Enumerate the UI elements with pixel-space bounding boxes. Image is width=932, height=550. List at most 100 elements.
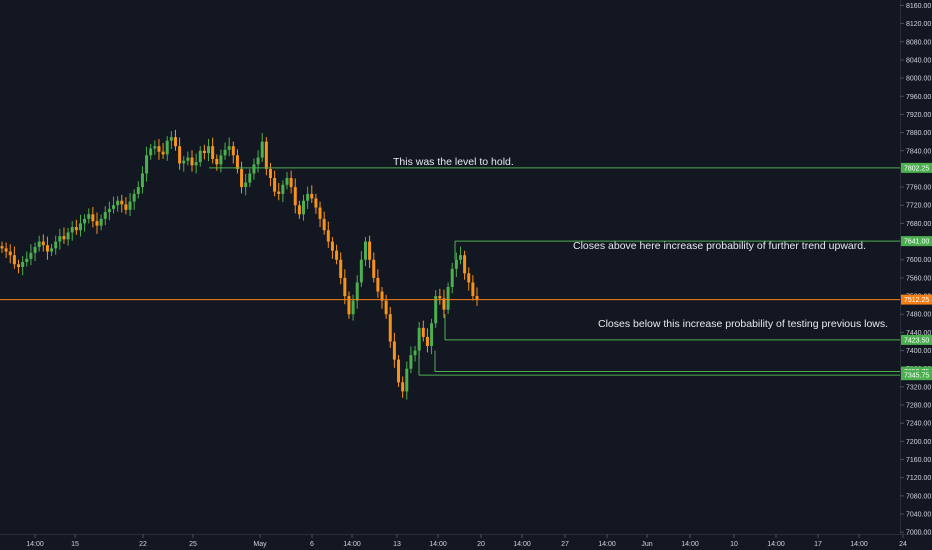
level-price-badge-label: 7802.25 — [904, 165, 929, 172]
candle-body — [240, 168, 244, 188]
time-tick-label: 14:00 — [598, 541, 616, 548]
candle-body — [149, 148, 153, 156]
candle-body — [215, 158, 219, 165]
candle-body — [41, 241, 45, 246]
time-tick-label: 22 — [139, 541, 147, 548]
time-tick-label: 15 — [71, 541, 79, 548]
time-tick-label: 6 — [310, 541, 314, 548]
candle-body — [169, 137, 173, 141]
candle-body — [297, 205, 301, 215]
candle-body — [87, 214, 91, 219]
price-tick-label: 7200.00 — [906, 439, 931, 446]
candle-body — [281, 184, 285, 194]
candle-body — [12, 255, 16, 265]
time-tick-label: 25 — [189, 541, 197, 548]
price-tick-label: 8000.00 — [906, 76, 931, 83]
candle-body — [99, 218, 103, 226]
level-price-badges: 7802.257641.007512.257423.507353.757345.… — [901, 162, 932, 381]
candle-body — [471, 282, 475, 297]
candle-body — [194, 162, 198, 166]
candle-body — [21, 262, 25, 267]
candle-body — [355, 282, 359, 301]
candle-body — [388, 314, 392, 342]
time-tick-label: 24 — [899, 541, 907, 548]
candle-body — [83, 218, 87, 224]
candle-body — [314, 198, 318, 208]
candle-body — [153, 146, 157, 149]
candle-body — [405, 368, 409, 392]
level-price-badge — [901, 294, 932, 305]
candle-body — [306, 193, 310, 201]
candle-body — [425, 336, 429, 347]
time-tick-label: 14:00 — [429, 541, 447, 548]
candle-body — [132, 193, 136, 202]
candle-body — [37, 241, 41, 248]
candle-body — [302, 200, 306, 215]
price-tick-label: 8080.00 — [906, 39, 931, 46]
level-price-badge — [901, 334, 932, 345]
candle-body — [446, 286, 450, 310]
time-axis[interactable]: 14:00 15 22 25 May 6 14:00 13 14:00 20 14:00 27 14:0… — [26, 534, 907, 548]
candle-body — [223, 149, 227, 156]
candle-body — [140, 173, 144, 188]
time-tick-label: 14:00 — [26, 541, 44, 548]
candle-body — [380, 291, 384, 301]
level-lines — [0, 167, 900, 376]
time-tick-label: Jun — [641, 541, 652, 548]
candle-body — [264, 141, 268, 169]
candle-body — [235, 155, 239, 169]
candle-body — [107, 208, 111, 213]
candle-body — [95, 221, 99, 226]
time-tick-label: 17 — [814, 541, 822, 548]
candle-body — [45, 245, 49, 252]
price-tick-label: 7080.00 — [906, 493, 931, 500]
price-axis[interactable]: 8160.00 8120.00 8080.00 8040.00 8000.00 7960.… — [900, 3, 931, 537]
candle-body — [112, 205, 116, 209]
candle-body — [454, 259, 458, 269]
time-tick-label: 10 — [730, 541, 738, 548]
candle-body — [268, 168, 272, 178]
candle-body — [161, 151, 165, 155]
candle-body — [363, 241, 367, 260]
candles — [0, 129, 479, 400]
candle-body — [351, 300, 355, 315]
candle-body — [285, 178, 289, 185]
candle-body — [244, 182, 248, 188]
candle-body — [409, 355, 413, 369]
annotation-closes-below: Closes below this increase probability o… — [598, 318, 888, 330]
candle-body — [0, 246, 4, 249]
candle-body — [289, 178, 293, 188]
price-tick-label: 7120.00 — [906, 475, 931, 482]
candle-body — [248, 173, 252, 183]
price-tick-label: 7920.00 — [906, 112, 931, 119]
candle-body — [190, 157, 194, 166]
candle-body — [198, 150, 202, 163]
time-tick-label: 13 — [393, 541, 401, 548]
candle-body — [326, 230, 330, 242]
time-tick-label: 20 — [477, 541, 485, 548]
price-tick-label: 7880.00 — [906, 130, 931, 137]
candle-body — [120, 200, 124, 205]
candle-body — [157, 146, 161, 152]
candle-body — [50, 248, 54, 252]
candle-body — [463, 255, 467, 274]
level-price-badge — [901, 162, 932, 173]
candle-body — [25, 258, 29, 263]
candle-body — [66, 232, 70, 240]
candle-body — [178, 146, 182, 164]
candle-body — [277, 191, 281, 194]
price-tick-label: 7240.00 — [906, 421, 931, 428]
time-tick-label: 27 — [561, 541, 569, 548]
candle-body — [124, 204, 128, 210]
price-tick-label: 7480.00 — [906, 312, 931, 319]
candle-body — [202, 150, 206, 154]
candle-body — [227, 146, 231, 150]
candle-body — [78, 223, 82, 231]
candle-body — [343, 277, 347, 297]
candle-body — [186, 157, 190, 161]
price-tick-label: 7760.00 — [906, 185, 931, 192]
candle-body — [450, 268, 454, 287]
candle-body — [335, 250, 339, 260]
